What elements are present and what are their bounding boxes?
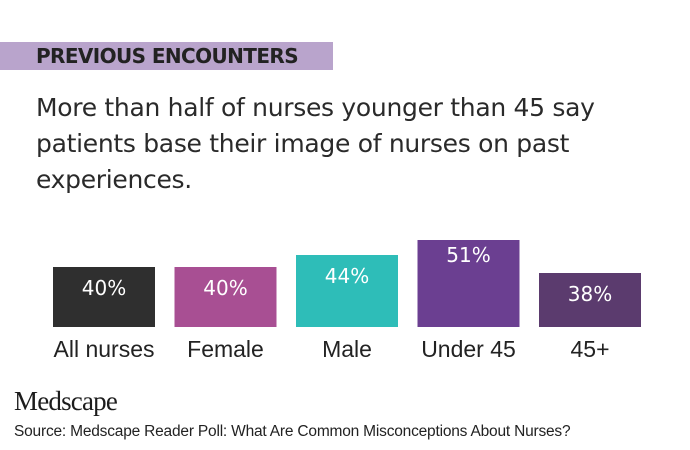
category-label: Under 45 <box>421 336 516 362</box>
bar-all-nurses <box>53 267 155 327</box>
medscape-logo: Medscape <box>14 386 118 416</box>
bar-value-label: 40% <box>203 276 247 300</box>
bar-male <box>296 255 398 327</box>
bar-under-45 <box>417 240 520 327</box>
category-label: Female <box>187 336 264 362</box>
bar-female <box>174 267 277 327</box>
bar-value-label: 40% <box>82 276 126 300</box>
bar-45- <box>539 273 641 327</box>
bar-value-label: 44% <box>325 264 369 288</box>
headline: More than half of nurses younger than 45… <box>36 93 595 194</box>
category-label: Male <box>322 336 372 362</box>
bar-value-label: 38% <box>568 282 612 306</box>
section-title: PREVIOUS ENCOUNTERS <box>36 44 299 68</box>
category-label: 45+ <box>570 336 609 362</box>
source-note: Source: Medscape Reader Poll: What Are C… <box>14 423 571 440</box>
section-banner <box>0 42 333 70</box>
bar-chart: 40% All nurses 40% Female 44% Male 51% Under 45… <box>53 240 641 362</box>
category-label: All nurses <box>54 336 155 362</box>
bar-value-label: 51% <box>446 243 490 267</box>
